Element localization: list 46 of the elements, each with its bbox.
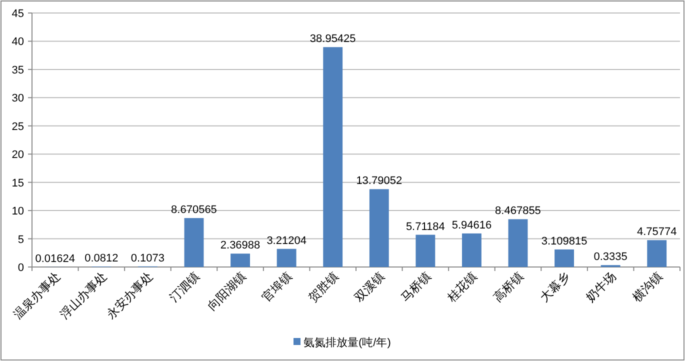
y-tick-label: 20 [12, 149, 24, 162]
data-label: 0.01624 [35, 252, 76, 265]
y-tick-label: 35 [12, 64, 24, 76]
data-label: 0.0812 [84, 252, 118, 265]
data-label: 5.71184 [406, 220, 445, 233]
data-label: 3.21204 [266, 234, 306, 247]
y-tick-label: 30 [12, 92, 24, 105]
data-label: 3.109815 [541, 235, 588, 248]
x-tick-label: 双溪镇 [352, 269, 388, 305]
legend-label: 氨氮排放量(吨/年) [304, 336, 391, 349]
data-label: 5.94616 [452, 219, 492, 232]
bar [508, 219, 528, 267]
bar [554, 249, 574, 267]
y-tick-label: 45 [12, 8, 24, 20]
bar [184, 218, 204, 267]
x-tick-label: 马桥镇 [398, 269, 434, 305]
bar [462, 233, 482, 267]
bar [647, 240, 667, 267]
bar [230, 254, 250, 267]
y-tick-label: 40 [12, 36, 24, 48]
bar [323, 47, 343, 267]
x-tick-label: 贺胜镇 [306, 269, 341, 305]
x-tick-label: 大幕乡 [537, 269, 572, 305]
x-tick-label: 横沟镇 [630, 269, 665, 305]
bar [416, 234, 436, 267]
data-label: 8.670565 [171, 204, 217, 216]
bar [276, 248, 296, 267]
x-tick-label: 官埠镇 [259, 269, 295, 305]
y-tick-label: 10 [12, 206, 24, 218]
y-tick-label: 5 [18, 234, 24, 246]
x-tick-label: 汀泗镇 [166, 269, 202, 305]
y-tick-label: 15 [12, 177, 24, 190]
data-label: 0.3335 [594, 251, 628, 264]
data-label: 13.79052 [356, 175, 402, 188]
data-label: 38.95425 [310, 33, 356, 46]
data-label: 4.75774 [636, 226, 677, 238]
x-tick-label: 奶牛场 [583, 269, 619, 305]
bar [369, 189, 389, 267]
x-tick-label: 桂花镇 [444, 269, 480, 306]
y-tick-label: 25 [12, 120, 24, 133]
y-tick-label: 0 [18, 262, 24, 274]
x-tick-label: 向阳湖镇 [204, 269, 248, 314]
data-label: 0.1073 [130, 252, 165, 264]
x-tick-label: 高桥镇 [490, 269, 526, 305]
data-label: 2.36988 [220, 240, 260, 252]
data-label: 8.467855 [495, 205, 541, 218]
